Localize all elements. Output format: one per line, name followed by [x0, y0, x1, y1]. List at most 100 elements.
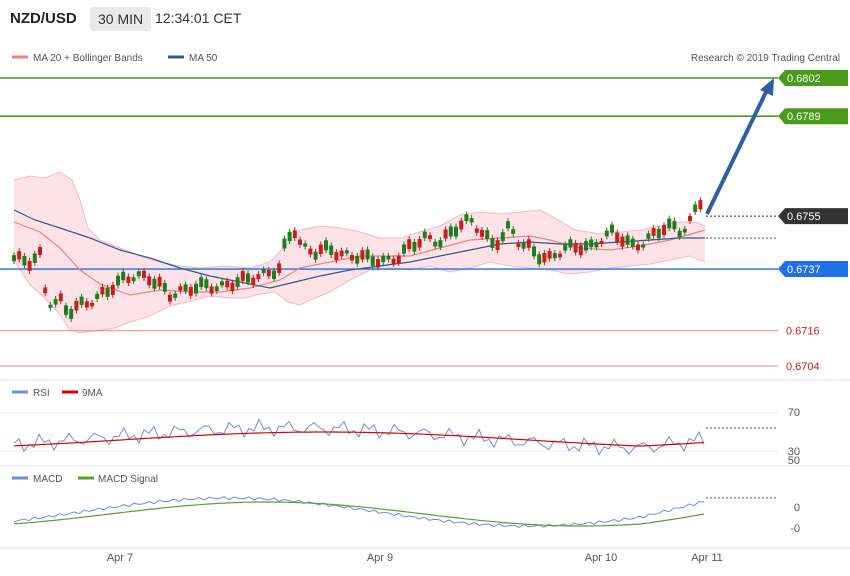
candle-body [615, 232, 620, 243]
macd-tick-neg: -0 [790, 523, 800, 535]
bollinger-bands [13, 171, 706, 334]
candle-body [412, 241, 417, 252]
price-label-text: 0.6755 [787, 211, 821, 223]
candle-body [636, 244, 640, 251]
x-axis: Apr 7 Apr 9 Apr 10 Apr 11 [0, 547, 850, 564]
candle-body [220, 281, 224, 286]
candle-body [74, 300, 79, 311]
price-label-target: 0.6802 [778, 70, 848, 86]
rsi-panel: RSI 9MA 70 50 30 [0, 379, 850, 467]
candle-body [287, 231, 292, 242]
candle-body [578, 245, 583, 256]
rsi-tick-30: 30 [788, 446, 800, 458]
chart-header: NZD/USD 30 MIN 12:34:01 CET [0, 0, 850, 40]
candle-body [261, 269, 266, 274]
candle-body [17, 251, 22, 260]
candle-body [152, 278, 157, 289]
candle-body [251, 277, 256, 286]
macd-tick-0: 0 [794, 502, 800, 514]
candle-body [511, 229, 516, 234]
candle-body [350, 254, 354, 261]
candle-body [313, 251, 318, 260]
candle-body [256, 274, 261, 280]
candle-body [516, 243, 521, 248]
candle-body [547, 251, 552, 259]
candle-body [100, 286, 105, 295]
legend-label-ma50: MA 50 [189, 53, 218, 64]
candle-body [230, 282, 235, 292]
candle-body [552, 253, 557, 259]
candle-body [542, 253, 547, 263]
candle-body [448, 226, 453, 237]
timeframe-selector[interactable]: 30 MIN [90, 7, 152, 31]
candle-body [641, 244, 646, 248]
candle-body [438, 240, 443, 248]
price-label-bg [778, 70, 848, 86]
price-label-text: 0.6802 [787, 73, 821, 85]
price-label-bg [778, 208, 848, 225]
price-label-bg [778, 108, 848, 125]
candle-body [464, 214, 469, 222]
candle-body [417, 239, 422, 248]
candle-body [79, 296, 84, 305]
candle-body [610, 224, 614, 233]
rsi-line [13, 418, 705, 456]
forecast-arrow-head [760, 78, 774, 96]
candle-body [625, 235, 630, 245]
candle-body [526, 239, 531, 248]
candle-body [391, 258, 396, 264]
candle-body [214, 286, 219, 292]
candle-body [537, 254, 542, 265]
candle-body [27, 260, 32, 271]
candle-body [188, 286, 193, 296]
candle-body [329, 245, 334, 256]
candle-body [38, 247, 42, 255]
x-tick-apr7: Apr 7 [107, 552, 133, 564]
price-label-bg [778, 261, 848, 278]
legend-label-macd: MACD [33, 474, 62, 485]
candle-body [64, 305, 68, 315]
candle-body [396, 255, 401, 264]
candle-body [589, 239, 594, 248]
candle-body [32, 253, 37, 263]
rsi-tick-70: 70 [788, 407, 800, 419]
candle-body [204, 279, 209, 289]
candle-body [12, 255, 16, 262]
copyright-text: Research © 2019 Trading Central [691, 53, 840, 64]
candle-body [344, 250, 349, 254]
candle-body [568, 239, 573, 248]
price-label-support: 0.6704 [786, 361, 820, 373]
candle-body [277, 263, 282, 274]
candle-body [422, 231, 427, 239]
candle-body [157, 276, 162, 287]
legend-label-macd-signal: MACD Signal [98, 474, 158, 485]
candle-body [173, 293, 178, 298]
candle-body [558, 253, 562, 258]
candle-body [506, 221, 510, 229]
candle-body [355, 255, 360, 264]
price-label-support: 0.6716 [786, 326, 820, 338]
rsi-lines [0, 412, 778, 456]
candle-body [630, 238, 635, 247]
candle-body [480, 229, 484, 237]
bollinger-fill [14, 172, 705, 333]
candle-body [48, 304, 53, 308]
candle-body [662, 225, 666, 236]
macd-signal-line [13, 501, 705, 527]
candle-body [292, 230, 297, 239]
forecast-arrow [705, 78, 774, 215]
candle-body [584, 241, 588, 251]
candle-body [272, 270, 276, 279]
candle-body [360, 250, 365, 260]
rsi-ma-line [13, 431, 705, 447]
candle-body [183, 284, 188, 292]
bollinger-lower [13, 255, 706, 334]
x-tick-apr11: Apr 11 [691, 552, 723, 564]
macd-panel: MACD MACD Signal 0 -0 [0, 465, 850, 535]
candle-body [688, 216, 692, 222]
candle-body [469, 218, 474, 223]
macd-lines [13, 496, 778, 528]
candle-body [407, 239, 412, 250]
candlestick-series [12, 197, 703, 322]
